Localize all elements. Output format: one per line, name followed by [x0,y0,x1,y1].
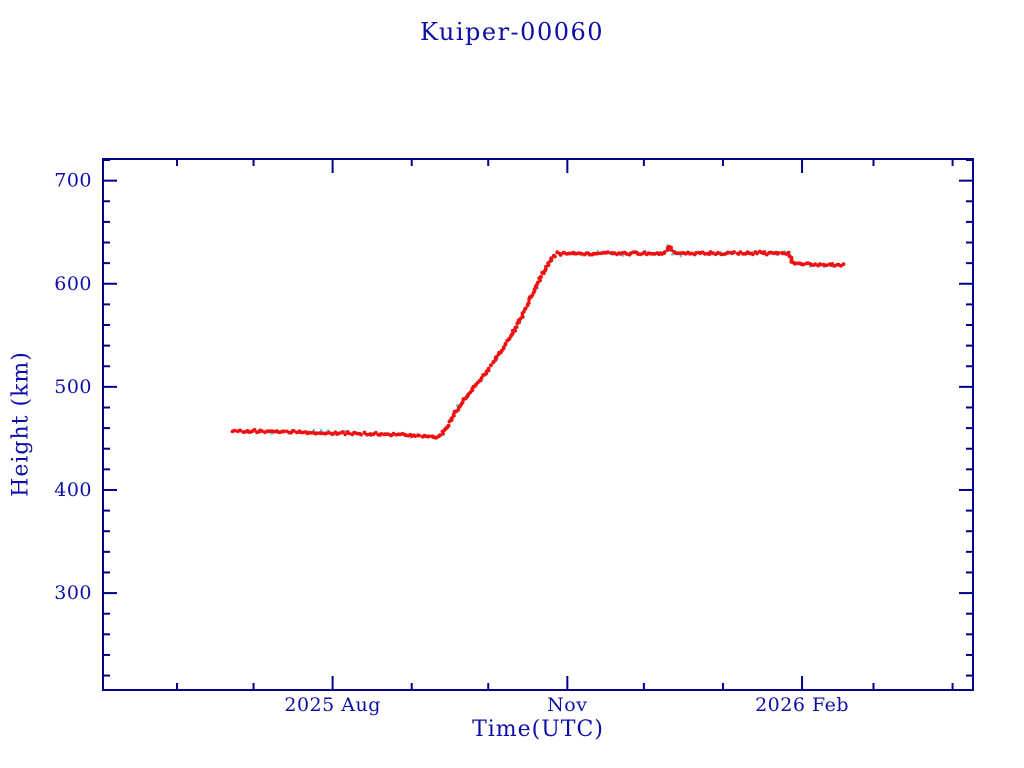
data-point [379,432,384,436]
data-point [824,263,829,268]
data-point [539,274,543,279]
data-point [596,251,600,256]
y-axis-title: Height (km) [8,351,34,497]
data-point [252,427,257,432]
data-point [662,250,667,254]
data-point [427,434,432,439]
y-tick-label: 500 [54,376,92,398]
data-point [281,429,286,434]
data-point [314,431,319,435]
data-point [726,250,730,255]
data-point [438,433,442,437]
data-point [694,251,698,255]
y-tick-label: 400 [54,479,92,501]
data-point [514,325,519,329]
data-point [238,428,243,433]
data-point [232,428,237,433]
data-point [446,423,451,428]
y-tick-label: 700 [54,170,92,192]
data-point [716,250,720,255]
data-point [343,432,348,437]
data-point [523,306,528,311]
data-point [417,433,421,438]
chart-title: Kuiper-00060 [419,18,605,46]
data-point [486,366,491,371]
data-point [503,341,508,346]
data-point [755,251,759,256]
x-axis-title: Time(UTC) [472,717,604,742]
data-point [520,314,525,319]
data-point [347,431,351,436]
x-tick-label: Nov [547,694,587,716]
data-point [549,256,554,260]
data-point [841,262,846,267]
data-point [732,250,736,254]
data-point [530,293,535,298]
y-tick-label: 600 [54,273,92,295]
x-tick-label: 2026 Feb [755,694,849,716]
plot-border [102,158,974,691]
data-point [383,432,388,436]
underlay-point [679,254,683,258]
data-point [818,262,823,267]
data-point [801,262,806,267]
y-tick-label: 300 [54,582,92,604]
data-point [579,251,584,256]
data-point [513,328,518,333]
data-point [553,254,557,259]
data-point [365,432,370,437]
data-point [750,252,755,257]
data-point [300,430,305,435]
data-point [703,252,707,256]
data-point [776,251,781,255]
data-point [479,376,484,380]
data-point [786,250,791,255]
x-tick-label: 2025 Aug [284,694,381,716]
underlay-point [671,252,674,256]
data-point [359,432,363,437]
data-point [605,250,610,255]
data-point [526,300,531,305]
data-point [642,250,647,255]
data-point [762,250,767,254]
data-point [260,429,264,433]
data-point [460,400,465,404]
data-point [330,432,335,437]
data-point [558,253,563,257]
data-point [340,430,345,434]
data-point [292,429,296,433]
data-point [489,363,493,368]
underlay-point [319,429,323,432]
data-point [510,331,515,336]
